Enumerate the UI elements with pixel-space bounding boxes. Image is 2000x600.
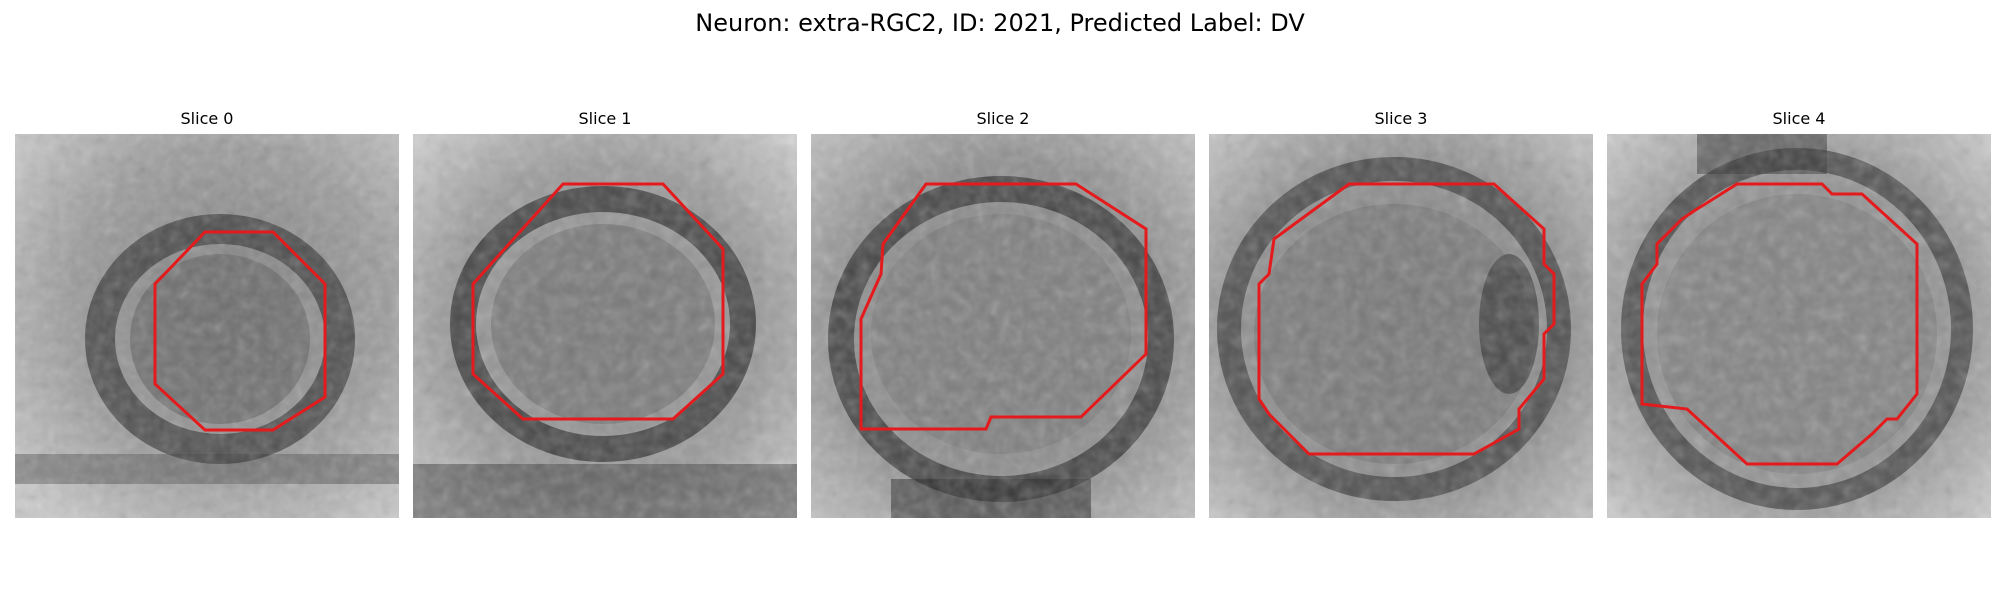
panel-title-slice-3: Slice 3 [1374, 109, 1428, 128]
texture [811, 134, 1195, 518]
panel-title-slice-1: Slice 1 [578, 109, 632, 128]
cell-contour [471, 182, 725, 421]
slice-4-image [1607, 134, 1991, 518]
slice-4-svg [1607, 134, 1991, 518]
slice-0-image [15, 134, 399, 518]
texture [15, 134, 399, 518]
panel-title-slice-0: Slice 0 [180, 109, 234, 128]
texture [1209, 134, 1593, 518]
slice-1-image [413, 134, 797, 518]
slice-2-svg [811, 134, 1195, 518]
slice-3-image [1209, 134, 1593, 518]
panel-title-slice-2: Slice 2 [976, 109, 1030, 128]
figure-title: Neuron: extra-RGC2, ID: 2021, Predicted … [695, 9, 1305, 37]
slice-2-image [811, 134, 1195, 518]
slice-1-svg [413, 134, 797, 518]
slice-0-svg [15, 134, 399, 518]
cell-contour [1640, 182, 1919, 466]
cell-contour [859, 182, 1148, 431]
cell-contour [1257, 182, 1556, 456]
texture [1607, 134, 1991, 518]
slice-3-svg [1209, 134, 1593, 518]
cell-contour [153, 230, 327, 432]
panel-title-slice-4: Slice 4 [1772, 109, 1826, 128]
texture [413, 134, 797, 518]
